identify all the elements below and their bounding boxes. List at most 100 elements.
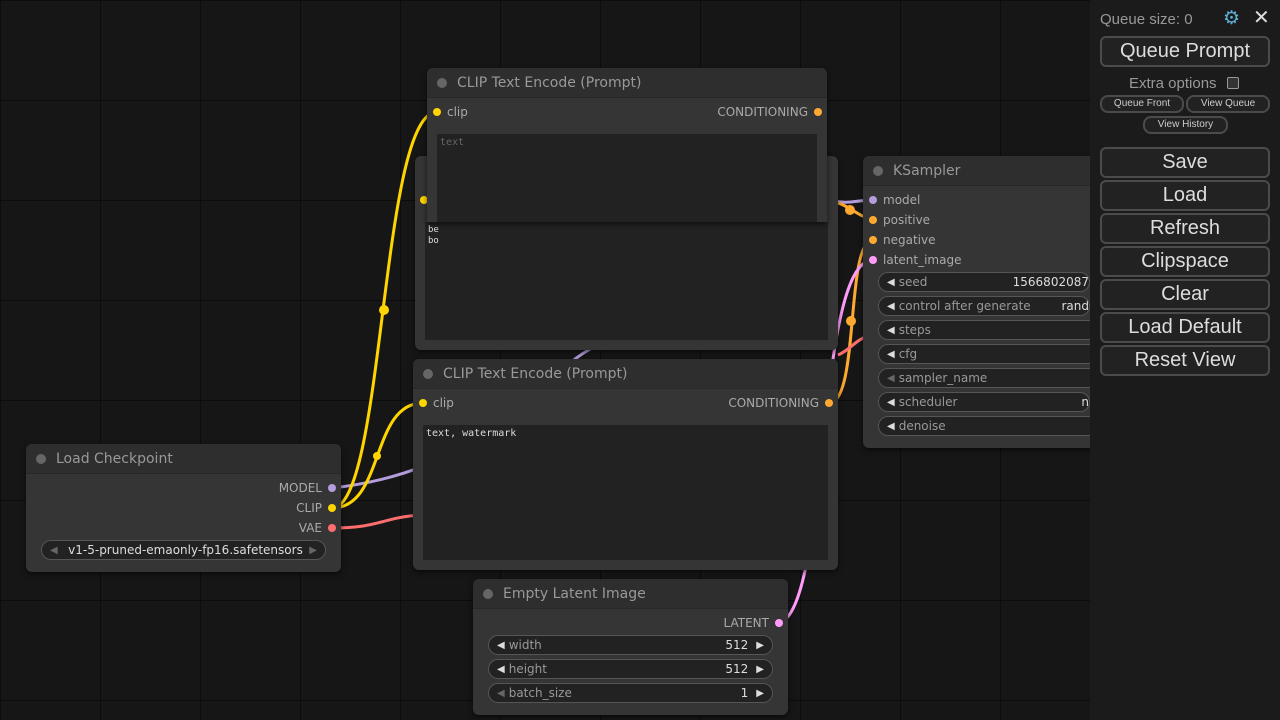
ckpt-name-widget[interactable]: ◀ v1-5-pruned-emaonly-fp16.safetensors ▶ [41, 540, 326, 560]
slot-dot[interactable] [328, 504, 336, 512]
batch-size-widget[interactable]: ◀ batch_size 1 ▶ [488, 683, 773, 703]
clip-input[interactable] [420, 193, 434, 207]
decrement-arrow-icon[interactable]: ◀ [887, 276, 895, 288]
node-title-text: CLIP Text Encode (Prompt) [443, 365, 628, 382]
extra-options-checkbox[interactable] [1227, 77, 1239, 89]
slot-dot[interactable] [869, 216, 877, 224]
comfy-menu: Queue size: 0 ⚙ ✕ Queue Prompt Extra opt… [1090, 0, 1280, 720]
load-default-button[interactable]: Load Default [1100, 312, 1270, 343]
widget-label: scheduler [898, 395, 958, 409]
denoise-widget[interactable]: ◀ denoise [878, 416, 1118, 436]
clip-slot-dot[interactable] [420, 196, 428, 204]
positive-input[interactable]: positive [869, 213, 930, 227]
sampler-name-widget[interactable]: ◀ sampler_name [878, 368, 1118, 388]
decrement-arrow-icon[interactable]: ◀ [887, 300, 895, 312]
link-midpoint [846, 316, 856, 326]
increment-arrow-icon[interactable]: ▶ [756, 639, 764, 651]
slot-dot[interactable] [775, 619, 783, 627]
increment-arrow-icon[interactable]: ▶ [756, 663, 764, 675]
ksampler-node[interactable]: KSampler model positive negative latent_… [863, 156, 1123, 448]
collapse-dot-icon[interactable] [483, 588, 493, 599]
slot-dot[interactable] [869, 256, 877, 264]
load-button[interactable]: Load [1100, 180, 1270, 211]
queue-prompt-button[interactable]: Queue Prompt [1100, 36, 1270, 67]
slot-label: VAE [298, 521, 322, 535]
widget-value: 512 [725, 662, 749, 676]
collapse-dot-icon[interactable] [423, 368, 433, 379]
link-midpoint [373, 452, 381, 460]
conditioning-output[interactable]: CONDITIONING [717, 105, 822, 119]
increment-arrow-icon[interactable]: ▶ [756, 687, 764, 699]
link-midpoint [379, 305, 389, 315]
control-after-generate-widget[interactable]: ◀ control after generate rand [878, 296, 1090, 316]
clip-slot-dot[interactable] [419, 399, 427, 407]
clipspace-button[interactable]: Clipspace [1100, 246, 1270, 277]
settings-gear-icon[interactable]: ⚙ [1223, 8, 1241, 29]
node-title[interactable]: CLIP Text Encode (Prompt) [427, 68, 827, 98]
cfg-widget[interactable]: ◀ cfg [878, 344, 1118, 364]
widget-label: batch_size [508, 686, 572, 700]
negative-input[interactable]: negative [869, 233, 935, 247]
node-title[interactable]: Empty Latent Image [473, 579, 788, 609]
slot-label: latent_image [883, 253, 962, 267]
clip-output[interactable]: CLIP [296, 501, 336, 515]
clip-input[interactable]: clip [433, 105, 468, 119]
decrement-arrow-icon[interactable]: ◀ [497, 663, 505, 675]
decrement-arrow-icon[interactable]: ◀ [887, 324, 895, 336]
collapse-dot-icon[interactable] [873, 165, 883, 176]
close-icon[interactable]: ✕ [1253, 7, 1270, 29]
widget-label: control after generate [898, 299, 1031, 313]
empty-latent-image-node[interactable]: Empty Latent Image LATENT ◀ width 512 ▶ ◀ he… [473, 579, 788, 715]
collapse-dot-icon[interactable] [36, 453, 46, 464]
clip-slot-dot[interactable] [433, 108, 441, 116]
slot-dot[interactable] [328, 524, 336, 532]
save-button[interactable]: Save [1100, 147, 1270, 178]
refresh-button[interactable]: Refresh [1100, 213, 1270, 244]
conditioning-slot-dot[interactable] [814, 108, 822, 116]
increment-arrow-icon[interactable]: ▶ [309, 544, 317, 556]
slot-dot[interactable] [869, 236, 877, 244]
decrement-arrow-icon[interactable]: ◀ [887, 396, 895, 408]
widget-label: cfg [898, 347, 918, 361]
collapse-dot-icon[interactable] [437, 77, 447, 88]
node-title[interactable]: KSampler [863, 156, 1123, 186]
latent-output[interactable]: LATENT [724, 616, 783, 630]
widget-label: steps [898, 323, 931, 337]
load-checkpoint-node[interactable]: Load Checkpoint MODEL CLIP VAE ◀ v1-5-pru… [26, 444, 341, 572]
slot-dot[interactable] [328, 484, 336, 492]
clip-text-encode-node-negative[interactable]: CLIP Text Encode (Prompt) clip CONDITION… [413, 359, 838, 570]
reset-view-button[interactable]: Reset View [1100, 345, 1270, 376]
queue-front-button[interactable]: Queue Front [1100, 95, 1184, 113]
seed-widget[interactable]: ◀ seed 1566802087 [878, 272, 1090, 292]
node-title[interactable]: Load Checkpoint [26, 444, 341, 474]
view-queue-button[interactable]: View Queue [1186, 95, 1270, 113]
vae-output[interactable]: VAE [299, 521, 336, 535]
clip-text-encode-node-positive[interactable]: CLIP Text Encode (Prompt) clip CONDITION… [427, 68, 827, 222]
decrement-arrow-icon[interactable]: ◀ [50, 544, 58, 556]
decrement-arrow-icon[interactable]: ◀ [497, 687, 505, 699]
slot-label: CONDITIONING [717, 105, 808, 119]
decrement-arrow-icon[interactable]: ◀ [887, 372, 895, 384]
link-midpoint [845, 205, 855, 215]
node-title[interactable]: CLIP Text Encode (Prompt) [413, 359, 838, 389]
widget-label: sampler_name [898, 371, 988, 385]
scheduler-widget[interactable]: ◀ scheduler n [878, 392, 1090, 412]
conditioning-slot-dot[interactable] [825, 399, 833, 407]
width-widget[interactable]: ◀ width 512 ▶ [488, 635, 773, 655]
slot-dot[interactable] [869, 196, 877, 204]
height-widget[interactable]: ◀ height 512 ▶ [488, 659, 773, 679]
conditioning-output[interactable]: CONDITIONING [728, 396, 833, 410]
view-history-button[interactable]: View History [1143, 116, 1228, 134]
decrement-arrow-icon[interactable]: ◀ [887, 420, 895, 432]
decrement-arrow-icon[interactable]: ◀ [887, 348, 895, 360]
decrement-arrow-icon[interactable]: ◀ [497, 639, 505, 651]
steps-widget[interactable]: ◀ steps [878, 320, 1118, 340]
prompt-textarea[interactable]: text [437, 134, 817, 222]
clip-input[interactable]: clip [419, 396, 454, 410]
prompt-textarea[interactable]: text, watermark [423, 425, 828, 560]
latent-image-input[interactable]: latent_image [869, 253, 961, 267]
model-input[interactable]: model [869, 193, 920, 207]
clear-button[interactable]: Clear [1100, 279, 1270, 310]
model-output[interactable]: MODEL [279, 481, 336, 495]
prompt-textarea[interactable]: be bo [425, 222, 828, 340]
